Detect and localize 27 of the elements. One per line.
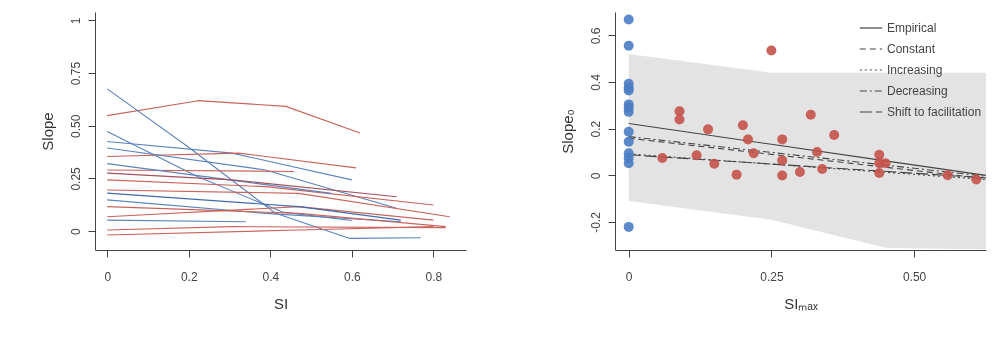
- x-tick-label: 0.6: [344, 269, 362, 284]
- x-tick-label: 0: [625, 269, 633, 284]
- y-tick-label: 0.75: [68, 61, 83, 86]
- y-tick-label: 0.6: [588, 27, 603, 45]
- x-tick-label: 0.2: [180, 269, 198, 284]
- legend-label: Empirical: [887, 21, 937, 35]
- y-tick-label: 1: [68, 17, 83, 25]
- x-axis-title: SIₘₐₓ: [784, 294, 818, 312]
- legend-label: Constant: [887, 42, 936, 56]
- y-tick-label: -0.2: [588, 211, 603, 233]
- x-tick-label: 0.8: [425, 269, 443, 284]
- legend-label: Increasing: [887, 63, 943, 77]
- y-tick-label: 0.2: [588, 120, 603, 138]
- x-tick-label: 0: [104, 269, 112, 284]
- legend-label: Shift to facilitation: [887, 105, 982, 119]
- y-tick-label: 0: [588, 172, 603, 180]
- y-axis-title: Slope: [38, 112, 56, 151]
- x-tick-label: 0.50: [902, 269, 927, 284]
- x-tick-label: 0.25: [760, 269, 784, 284]
- x-tick-label: 0.4: [262, 269, 280, 284]
- y-axis-title: Slope₀: [558, 109, 576, 154]
- y-tick-label: 0.50: [68, 114, 83, 138]
- x-axis-title: SI: [273, 294, 289, 312]
- legend-label: Decreasing: [887, 84, 948, 98]
- y-tick-label: 0: [68, 227, 83, 235]
- y-tick-label: 0.25: [68, 166, 83, 191]
- y-tick-label: 0.4: [588, 73, 603, 91]
